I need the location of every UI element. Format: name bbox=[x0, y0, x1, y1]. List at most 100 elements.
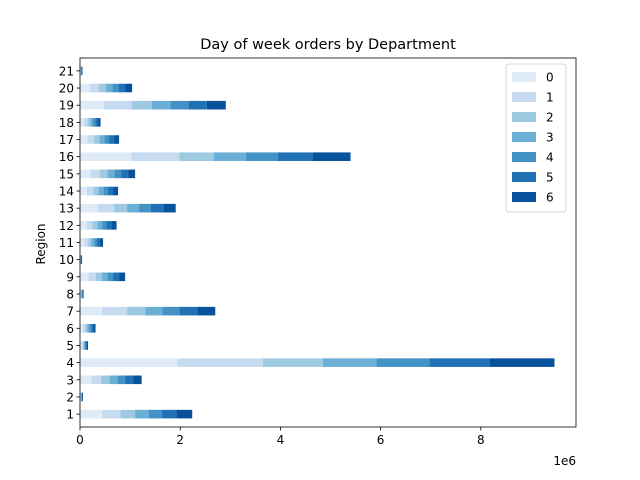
bar-region-5-day-2 bbox=[83, 341, 85, 350]
bar-region-3-day-5 bbox=[125, 375, 134, 385]
bar-region-20-day-5 bbox=[118, 83, 126, 93]
bar-region-17-day-4 bbox=[104, 135, 110, 144]
bar-region-2-day-4 bbox=[81, 392, 83, 402]
y-tick-label: 19 bbox=[59, 99, 74, 113]
bar-region-11-day-1 bbox=[84, 238, 89, 247]
bar-region-16-day-5 bbox=[277, 152, 313, 161]
x-tick-label: 6 bbox=[377, 433, 385, 447]
bar-region-19-day-6 bbox=[206, 100, 226, 110]
bar-region-9-day-0 bbox=[80, 272, 89, 282]
bar-region-9-day-6 bbox=[119, 272, 126, 282]
bar-region-16-day-3 bbox=[213, 152, 246, 161]
bar-region-11-day-6 bbox=[100, 238, 104, 247]
y-tick-label: 3 bbox=[66, 373, 74, 387]
bar-region-6-day-2 bbox=[85, 324, 88, 333]
y-tick-label: 8 bbox=[66, 287, 74, 301]
bar-region-16-day-6 bbox=[312, 152, 351, 161]
y-tick-label: 7 bbox=[66, 305, 74, 319]
bar-region-13-day-4 bbox=[139, 203, 151, 213]
x-axis-scale-label: 1e6 bbox=[553, 454, 576, 468]
bar-region-9-day-5 bbox=[113, 272, 120, 282]
bar-region-6-day-3 bbox=[87, 324, 90, 333]
bar-region-7-day-3 bbox=[145, 306, 163, 316]
bar-region-14-day-4 bbox=[103, 186, 109, 196]
bar-region-3-day-6 bbox=[133, 375, 142, 385]
bar-region-1-day-5 bbox=[161, 409, 177, 419]
bar-region-8-day-2 bbox=[81, 289, 82, 299]
bar-region-9-day-1 bbox=[88, 272, 97, 282]
bar-region-17-day-3 bbox=[99, 135, 105, 144]
bar-region-15-day-4 bbox=[114, 169, 122, 179]
y-tick-label: 2 bbox=[66, 390, 74, 404]
legend-swatch-3 bbox=[512, 132, 536, 142]
bar-region-19-day-0 bbox=[80, 100, 105, 110]
y-tick-label: 15 bbox=[59, 167, 74, 181]
bar-region-3-day-0 bbox=[80, 375, 92, 385]
bar-region-11-day-0 bbox=[80, 238, 85, 247]
y-tick-label: 21 bbox=[59, 64, 74, 78]
bar-region-10-day-6 bbox=[81, 255, 83, 264]
legend-label-3: 3 bbox=[546, 131, 554, 145]
bar-region-7-day-2 bbox=[127, 306, 146, 316]
bar-region-19-day-2 bbox=[131, 100, 152, 110]
bar-region-13-day-6 bbox=[163, 203, 176, 213]
bar-region-7-day-1 bbox=[102, 306, 128, 316]
bar-region-15-day-1 bbox=[90, 169, 101, 179]
bar-region-14-day-5 bbox=[108, 186, 114, 196]
bar-region-20-day-4 bbox=[112, 83, 119, 93]
legend-swatch-4 bbox=[512, 152, 536, 162]
bar-region-6-day-1 bbox=[83, 324, 86, 333]
bar-region-21-day-6 bbox=[81, 66, 83, 76]
bar-region-12-day-2 bbox=[92, 221, 98, 230]
bar-region-11-day-3 bbox=[91, 238, 95, 247]
legend-swatch-5 bbox=[512, 172, 536, 182]
legend-label-6: 6 bbox=[546, 191, 554, 205]
y-tick-label: 16 bbox=[59, 150, 74, 164]
bar-region-13-day-0 bbox=[80, 203, 99, 213]
bar-region-16-day-0 bbox=[80, 152, 132, 161]
bar-region-8-day-1 bbox=[80, 289, 82, 299]
bar-region-18-day-6 bbox=[98, 118, 101, 127]
bar-region-21-day-5 bbox=[81, 66, 83, 76]
x-tick-label: 0 bbox=[76, 433, 84, 447]
legend-swatch-0 bbox=[512, 72, 536, 82]
bar-region-1-day-1 bbox=[102, 409, 121, 419]
bar-region-14-day-3 bbox=[98, 186, 104, 196]
x-tick-label: 4 bbox=[277, 433, 285, 447]
bar-region-16-day-4 bbox=[245, 152, 278, 161]
bar-region-12-day-6 bbox=[111, 221, 117, 230]
bar-region-3-day-4 bbox=[117, 375, 126, 385]
bar-region-13-day-3 bbox=[127, 203, 140, 213]
bar-region-21-day-1 bbox=[80, 66, 81, 76]
legend-label-5: 5 bbox=[546, 171, 554, 185]
bar-region-19-day-1 bbox=[104, 100, 132, 110]
y-tick-label: 11 bbox=[59, 236, 74, 250]
bar-region-17-day-1 bbox=[87, 135, 95, 144]
bar-region-17-day-2 bbox=[94, 135, 100, 144]
y-tick-label: 17 bbox=[59, 133, 74, 147]
bar-region-16-day-2 bbox=[179, 152, 214, 161]
bar-region-1-day-4 bbox=[148, 409, 162, 419]
bar-region-3-day-3 bbox=[109, 375, 118, 385]
bar-region-7-day-0 bbox=[80, 306, 103, 316]
bar-region-18-day-5 bbox=[95, 118, 99, 127]
bar-region-4-day-5 bbox=[429, 358, 490, 367]
bar-region-5-day-1 bbox=[81, 341, 83, 350]
bar-region-4-day-6 bbox=[489, 358, 555, 367]
bar-region-19-day-3 bbox=[151, 100, 171, 110]
bar-region-20-day-2 bbox=[99, 83, 107, 93]
bar-region-8-day-5 bbox=[82, 289, 84, 299]
bar-region-18-day-4 bbox=[93, 118, 96, 127]
bar-region-8-day-4 bbox=[82, 289, 83, 299]
bar-region-15-day-3 bbox=[107, 169, 115, 179]
bar-region-6-day-0 bbox=[80, 324, 84, 333]
y-tick-label: 5 bbox=[66, 339, 74, 353]
bar-region-2-day-1 bbox=[80, 392, 81, 402]
y-tick-label: 12 bbox=[59, 219, 74, 233]
y-axis-label: Region bbox=[34, 223, 48, 264]
bar-region-5-day-3 bbox=[84, 341, 86, 350]
bar-region-20-day-6 bbox=[125, 83, 133, 93]
bar-region-5-day-6 bbox=[87, 341, 89, 350]
legend-label-0: 0 bbox=[546, 71, 554, 85]
bar-region-5-day-4 bbox=[85, 341, 87, 350]
